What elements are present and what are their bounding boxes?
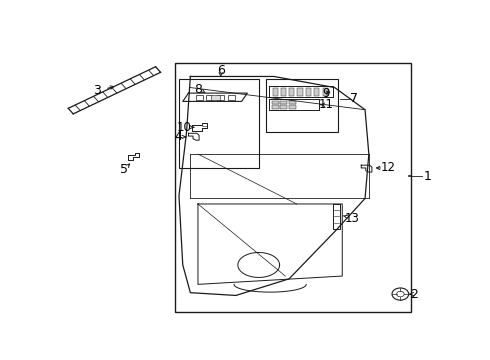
Bar [272, 105, 279, 109]
Bar [281, 89, 286, 96]
Bar [289, 100, 296, 104]
Text: 1: 1 [424, 170, 432, 183]
Bar [267, 79, 339, 132]
Text: 5: 5 [120, 163, 128, 176]
Bar [228, 95, 235, 100]
Text: 7: 7 [350, 92, 358, 105]
Text: 13: 13 [344, 212, 359, 225]
Text: 9: 9 [322, 87, 330, 100]
Bar [196, 95, 203, 100]
Text: 2: 2 [411, 288, 418, 301]
Bar [280, 105, 287, 109]
Text: 10: 10 [176, 121, 192, 134]
Bar [272, 100, 279, 104]
Text: 6: 6 [217, 64, 225, 77]
Bar [179, 79, 259, 168]
Text: 8: 8 [194, 83, 202, 96]
Bar [175, 63, 411, 312]
Bar [206, 95, 212, 100]
Text: 3: 3 [94, 84, 101, 97]
Bar [306, 89, 311, 96]
Bar [289, 89, 294, 96]
Bar [297, 89, 303, 96]
Bar [217, 95, 224, 100]
Bar [273, 89, 278, 96]
Text: 11: 11 [319, 98, 334, 111]
Bar [322, 89, 328, 96]
Text: 12: 12 [381, 161, 396, 175]
Bar [289, 105, 296, 109]
Text: 4: 4 [174, 130, 182, 143]
Bar [333, 204, 340, 229]
Bar [211, 95, 220, 100]
Bar [280, 100, 287, 104]
Bar [314, 89, 319, 96]
